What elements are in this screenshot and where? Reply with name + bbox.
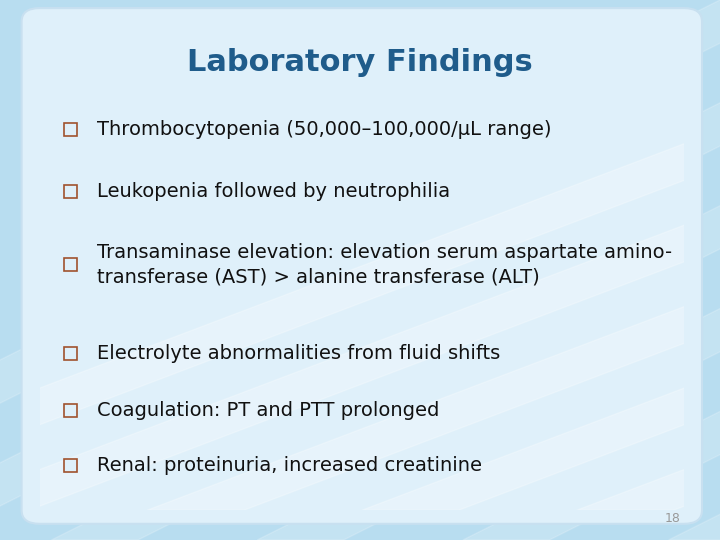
Bar bbox=[64, 347, 77, 360]
Polygon shape bbox=[463, 0, 720, 540]
Text: Transaminase elevation: elevation serum aspartate amino-
transferase (AST) > ala: Transaminase elevation: elevation serum … bbox=[97, 243, 672, 286]
Text: Laboratory Findings: Laboratory Findings bbox=[187, 48, 533, 77]
Bar bbox=[64, 404, 77, 417]
Polygon shape bbox=[0, 22, 720, 510]
Text: Leukopenia followed by neutrophilia: Leukopenia followed by neutrophilia bbox=[97, 182, 450, 201]
Bar bbox=[64, 258, 77, 271]
Polygon shape bbox=[257, 0, 720, 540]
Polygon shape bbox=[51, 0, 720, 540]
Polygon shape bbox=[669, 0, 720, 540]
Polygon shape bbox=[147, 22, 720, 510]
Polygon shape bbox=[0, 22, 720, 510]
Text: Electrolyte abnormalities from fluid shifts: Electrolyte abnormalities from fluid shi… bbox=[97, 344, 500, 363]
Text: Renal: proteinuria, increased creatinine: Renal: proteinuria, increased creatinine bbox=[97, 456, 482, 475]
Bar bbox=[64, 185, 77, 198]
Text: Thrombocytopenia (50,000–100,000/μL range): Thrombocytopenia (50,000–100,000/μL rang… bbox=[97, 120, 552, 139]
Polygon shape bbox=[577, 22, 720, 510]
Bar bbox=[64, 123, 77, 136]
Text: Coagulation: PT and PTT prolonged: Coagulation: PT and PTT prolonged bbox=[97, 401, 440, 420]
Polygon shape bbox=[362, 22, 720, 510]
Bar bbox=[64, 459, 77, 472]
Text: 18: 18 bbox=[665, 512, 680, 525]
